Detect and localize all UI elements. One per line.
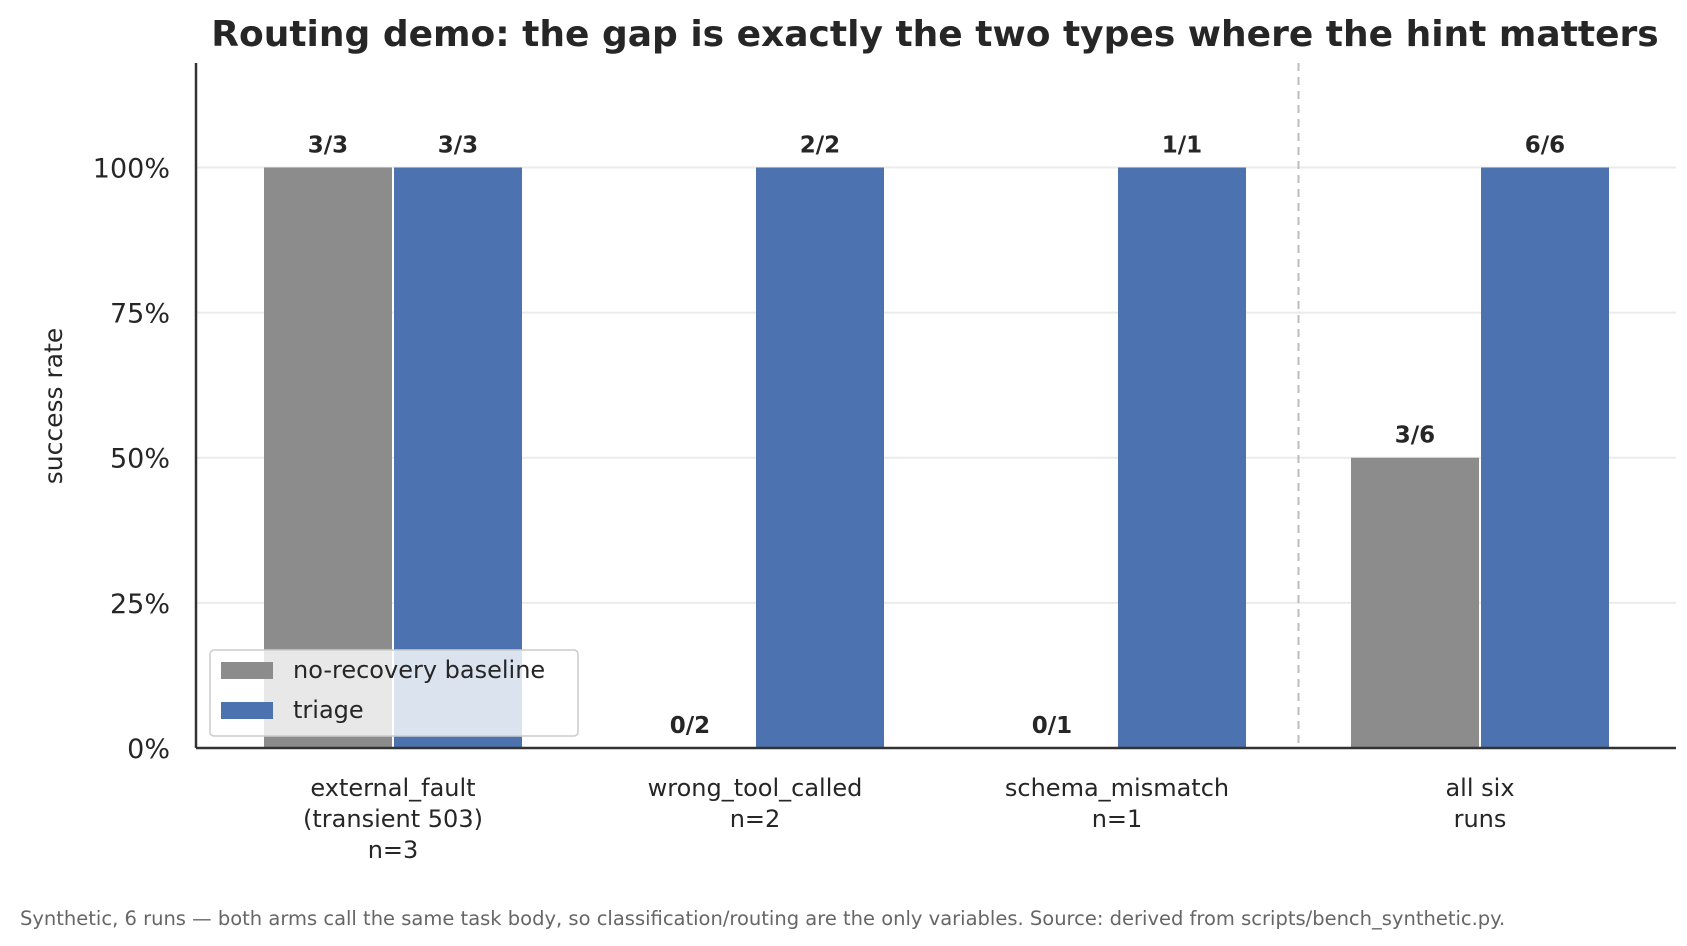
legend: no-recovery baseline triage <box>209 649 579 737</box>
x-category-label: external_fault <box>310 774 475 802</box>
x-category-label: schema_mismatch <box>1005 774 1229 802</box>
y-tick-label: 25% <box>110 589 170 620</box>
legend-box <box>209 649 579 737</box>
legend-label-triage: triage <box>293 696 364 724</box>
bar-baseline <box>1351 457 1479 748</box>
data-label: 3/3 <box>308 132 348 158</box>
y-axis-ticks: 0% 25% 50% 75% 100% <box>93 153 170 765</box>
data-label: 3/6 <box>1395 423 1435 449</box>
x-category-label: n=1 <box>1092 805 1143 833</box>
data-label: 1/1 <box>1162 132 1202 158</box>
data-labels: 3/3 0/2 0/1 3/6 3/3 2/2 1/1 6/6 <box>308 132 1565 739</box>
legend-swatch-triage <box>221 702 273 719</box>
x-category-label: n=3 <box>368 836 419 864</box>
x-category-label: all six <box>1445 774 1514 802</box>
x-category-label: (transient 503) <box>303 805 483 833</box>
x-category-label: wrong_tool_called <box>648 774 863 802</box>
axes <box>194 63 1676 750</box>
chart-title: Routing demo: the gap is exactly the two… <box>211 14 1659 55</box>
y-tick-label: 75% <box>110 299 170 330</box>
y-tick-label: 0% <box>127 734 170 765</box>
x-category-label: n=2 <box>730 805 781 833</box>
legend-swatch-baseline <box>221 662 273 679</box>
data-label: 2/2 <box>800 132 840 158</box>
data-label: 0/2 <box>670 713 710 739</box>
bar-triage <box>756 167 884 749</box>
data-label: 0/1 <box>1032 713 1072 739</box>
y-tick-label: 100% <box>93 153 170 184</box>
data-label: 3/3 <box>438 132 478 158</box>
x-category-label: runs <box>1454 805 1507 833</box>
bar-triage <box>1481 167 1609 749</box>
x-axis-categories: external_fault (transient 503) n=3 wrong_to… <box>303 774 1514 864</box>
y-tick-label: 50% <box>110 444 170 475</box>
data-label: 6/6 <box>1525 132 1565 158</box>
legend-label-baseline: no-recovery baseline <box>293 656 545 684</box>
footnote: Synthetic, 6 runs — both arms call the s… <box>20 907 1505 930</box>
y-axis-label: success rate <box>39 328 68 485</box>
bar-triage <box>1118 167 1246 749</box>
